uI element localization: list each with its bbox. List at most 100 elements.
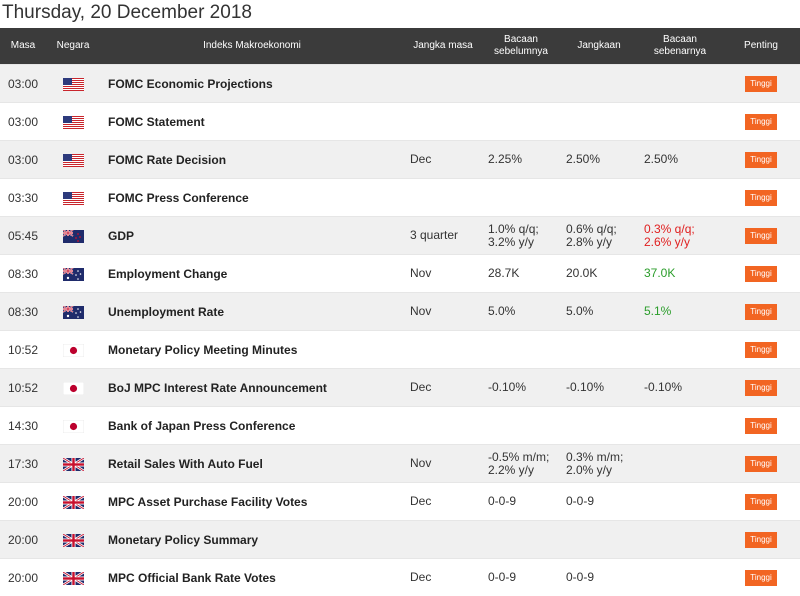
actual-value-line-2: 2.6% y/y xyxy=(644,236,722,249)
forecast-value: 20.0K xyxy=(560,255,638,293)
uk-flag-icon xyxy=(63,534,84,547)
event-name[interactable]: FOMC Economic Projections xyxy=(100,65,404,103)
header-event: Indeks Makroekonomi xyxy=(100,28,404,65)
event-name[interactable]: GDP xyxy=(100,217,404,255)
importance-badge[interactable]: Tinggi xyxy=(745,380,777,396)
actual-value xyxy=(638,559,722,596)
previous-value-line-1: 1.0% q/q; xyxy=(488,223,560,236)
event-name[interactable]: BoJ MPC Interest Rate Announcement xyxy=(100,369,404,407)
actual-value xyxy=(638,103,722,141)
au-flag-icon xyxy=(63,306,84,319)
us-flag-icon xyxy=(63,78,84,91)
importance-badge[interactable]: Tinggi xyxy=(745,228,777,244)
importance-badge[interactable]: Tinggi xyxy=(745,456,777,472)
event-time: 20:00 xyxy=(0,521,46,559)
forecast-value: 0.3% m/m;2.0% y/y xyxy=(560,445,638,483)
jp-flag-icon xyxy=(63,382,84,395)
event-time: 20:00 xyxy=(0,483,46,521)
previous-value: 0-0-9 xyxy=(482,483,560,521)
event-name[interactable]: FOMC Rate Decision xyxy=(100,141,404,179)
uk-flag-icon xyxy=(63,572,84,585)
previous-value-line-1: 0-0-9 xyxy=(488,571,560,584)
event-name[interactable]: MPC Asset Purchase Facility Votes xyxy=(100,483,404,521)
event-name[interactable]: Monetary Policy Meeting Minutes xyxy=(100,331,404,369)
actual-value: 37.0K xyxy=(638,255,722,293)
event-name[interactable]: Bank of Japan Press Conference xyxy=(100,407,404,445)
previous-value: -0.5% m/m;2.2% y/y xyxy=(482,445,560,483)
previous-value xyxy=(482,521,560,559)
forecast-value-line-1: 0.3% m/m; xyxy=(566,451,638,464)
actual-value-line-1: 5.1% xyxy=(644,305,722,318)
event-name[interactable]: Employment Change xyxy=(100,255,404,293)
importance-badge[interactable]: Tinggi xyxy=(745,494,777,510)
previous-value-line-1: 0-0-9 xyxy=(488,495,560,508)
au-flag-icon xyxy=(63,268,84,281)
forecast-value-line-1: 2.50% xyxy=(566,153,638,166)
event-period xyxy=(404,65,482,103)
jp-flag-icon xyxy=(63,344,84,357)
event-name[interactable]: FOMC Press Conference xyxy=(100,179,404,217)
economic-calendar-table: Masa Negara Indeks Makroekonomi Jangka m… xyxy=(0,28,800,596)
header-previous: Bacaan sebelumnya xyxy=(482,28,560,65)
previous-value-line-1: -0.5% m/m; xyxy=(488,451,560,464)
event-time: 05:45 xyxy=(0,217,46,255)
event-name[interactable]: Unemployment Rate xyxy=(100,293,404,331)
actual-value xyxy=(638,65,722,103)
us-flag-icon xyxy=(63,154,84,167)
actual-value-line-1: 2.50% xyxy=(644,153,722,166)
nz-flag-icon xyxy=(63,230,84,243)
forecast-value: 0-0-9 xyxy=(560,483,638,521)
importance-badge[interactable]: Tinggi xyxy=(745,76,777,92)
actual-value xyxy=(638,179,722,217)
event-name[interactable]: Monetary Policy Summary xyxy=(100,521,404,559)
event-name[interactable]: FOMC Statement xyxy=(100,103,404,141)
event-time: 08:30 xyxy=(0,293,46,331)
event-time: 17:30 xyxy=(0,445,46,483)
forecast-value-line-1: 0.6% q/q; xyxy=(566,223,638,236)
event-time: 03:30 xyxy=(0,179,46,217)
uk-flag-icon xyxy=(63,496,84,509)
previous-value: 0-0-9 xyxy=(482,559,560,596)
event-period: Nov xyxy=(404,255,482,293)
event-time: 03:00 xyxy=(0,65,46,103)
previous-value: -0.10% xyxy=(482,369,560,407)
importance-badge[interactable]: Tinggi xyxy=(745,190,777,206)
importance-badge[interactable]: Tinggi xyxy=(745,266,777,282)
importance-badge[interactable]: Tinggi xyxy=(745,304,777,320)
header-country: Negara xyxy=(46,28,100,65)
importance-badge[interactable]: Tinggi xyxy=(745,532,777,548)
event-period: Dec xyxy=(404,369,482,407)
event-period xyxy=(404,407,482,445)
forecast-value xyxy=(560,407,638,445)
importance-badge[interactable]: Tinggi xyxy=(745,114,777,130)
importance-badge[interactable]: Tinggi xyxy=(745,418,777,434)
previous-value: 2.25% xyxy=(482,141,560,179)
us-flag-icon xyxy=(63,192,84,205)
event-name[interactable]: Retail Sales With Auto Fuel xyxy=(100,445,404,483)
actual-value xyxy=(638,483,722,521)
importance-badge[interactable]: Tinggi xyxy=(745,152,777,168)
forecast-value: 0.6% q/q;2.8% y/y xyxy=(560,217,638,255)
event-time: 20:00 xyxy=(0,559,46,596)
importance-badge[interactable]: Tinggi xyxy=(745,342,777,358)
actual-value-line-1: 37.0K xyxy=(644,267,722,280)
forecast-value xyxy=(560,179,638,217)
event-time: 14:30 xyxy=(0,407,46,445)
event-name[interactable]: MPC Official Bank Rate Votes xyxy=(100,559,404,596)
actual-value-line-1: -0.10% xyxy=(644,381,722,394)
forecast-value-line-1: 5.0% xyxy=(566,305,638,318)
forecast-value-line-1: 0-0-9 xyxy=(566,495,638,508)
forecast-value xyxy=(560,103,638,141)
previous-value-line-2: 2.2% y/y xyxy=(488,464,560,477)
event-period: Dec xyxy=(404,141,482,179)
forecast-value: -0.10% xyxy=(560,369,638,407)
event-period xyxy=(404,521,482,559)
event-time: 03:00 xyxy=(0,141,46,179)
previous-value-line-1: 2.25% xyxy=(488,153,560,166)
forecast-value: 5.0% xyxy=(560,293,638,331)
actual-value xyxy=(638,331,722,369)
importance-badge[interactable]: Tinggi xyxy=(745,570,777,586)
